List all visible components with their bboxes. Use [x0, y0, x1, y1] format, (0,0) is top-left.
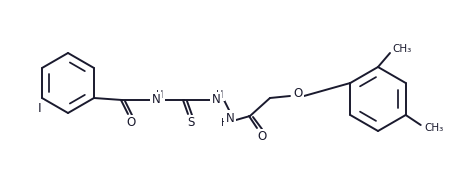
Text: S: S [187, 116, 194, 129]
Text: N: N [225, 111, 234, 124]
Text: N: N [151, 94, 160, 107]
Text: CH₃: CH₃ [423, 123, 442, 133]
Text: H: H [216, 90, 223, 100]
Text: O: O [257, 130, 266, 143]
Text: O: O [293, 88, 302, 101]
Text: I: I [38, 102, 42, 115]
Text: H: H [221, 118, 228, 128]
Text: O: O [126, 116, 135, 129]
Text: H: H [156, 90, 163, 100]
Text: CH₃: CH₃ [391, 44, 411, 54]
Text: N: N [211, 94, 220, 107]
